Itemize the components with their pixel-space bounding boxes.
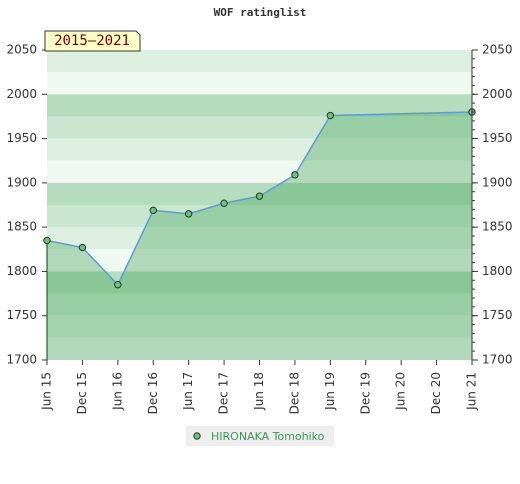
x-tick-label: Jun 15: [40, 372, 54, 411]
x-tick-label: Jun 21: [465, 372, 479, 411]
annotation: 2015–2021: [54, 33, 130, 49]
point: [78, 243, 87, 252]
y-tick-label: 2050: [6, 43, 37, 57]
x-tick-label: Jun 18: [252, 372, 266, 411]
band: [47, 160, 472, 183]
band: [47, 72, 472, 95]
y2-tick-label: 1850: [482, 220, 513, 234]
band: [47, 227, 472, 250]
legend-box: [186, 426, 334, 446]
legend-marker: [193, 432, 201, 440]
x-tick-label: Dec 16: [146, 372, 160, 414]
x-tick-label: Dec 20: [429, 372, 443, 414]
area: [47, 112, 472, 360]
band: [47, 94, 472, 117]
y2-tick-label: 1750: [482, 308, 513, 322]
band: [47, 249, 472, 272]
y2-tick-label: 2050: [482, 43, 513, 57]
y-tick-label: 1750: [6, 308, 37, 322]
y2-tick-label: 2000: [482, 87, 513, 101]
x-tick-label: Dec 19: [358, 372, 372, 414]
x-tick-label: Dec 17: [217, 372, 231, 414]
band: [47, 116, 472, 139]
annotation-box: [44, 30, 141, 52]
band: [47, 138, 472, 161]
band: [47, 337, 472, 360]
x-tick-label: Jun 19: [323, 372, 337, 411]
point: [184, 210, 193, 218]
y-tick-label: 2000: [6, 87, 37, 101]
y-tick-label: 1800: [6, 264, 37, 278]
y-tick-label: 1850: [6, 220, 37, 234]
line: [46, 111, 473, 287]
point: [220, 199, 228, 207]
y-tick-label: 1950: [6, 131, 37, 145]
band: [47, 293, 472, 316]
point: [326, 111, 335, 120]
legend-label: HIRONAKA Tomohiko: [211, 430, 325, 443]
x-tick-label: Dec 18: [287, 372, 301, 414]
x-tick-label: Jun 16: [110, 372, 124, 411]
y-tick-label: 1700: [6, 353, 37, 367]
point: [114, 281, 122, 289]
y2-tick-label: 1900: [482, 175, 513, 189]
band: [47, 315, 472, 338]
point: [255, 192, 264, 200]
point: [291, 171, 299, 179]
x-tick-label: Jun 20: [394, 372, 408, 411]
point: [149, 206, 157, 215]
y-tick-label: 1900: [6, 175, 37, 189]
x-tick-label: Dec 15: [75, 372, 89, 414]
band: [47, 271, 472, 294]
band: [47, 50, 472, 73]
chart-title: WOF ratinglist: [214, 6, 307, 19]
point: [43, 236, 51, 245]
y2-tick-label: 1950: [482, 131, 513, 145]
plot: [43, 108, 476, 360]
y2-tick-label: 1800: [482, 264, 513, 278]
x-tick-label: Jun 17: [181, 372, 195, 411]
y2-tick-label: 1700: [482, 353, 513, 367]
